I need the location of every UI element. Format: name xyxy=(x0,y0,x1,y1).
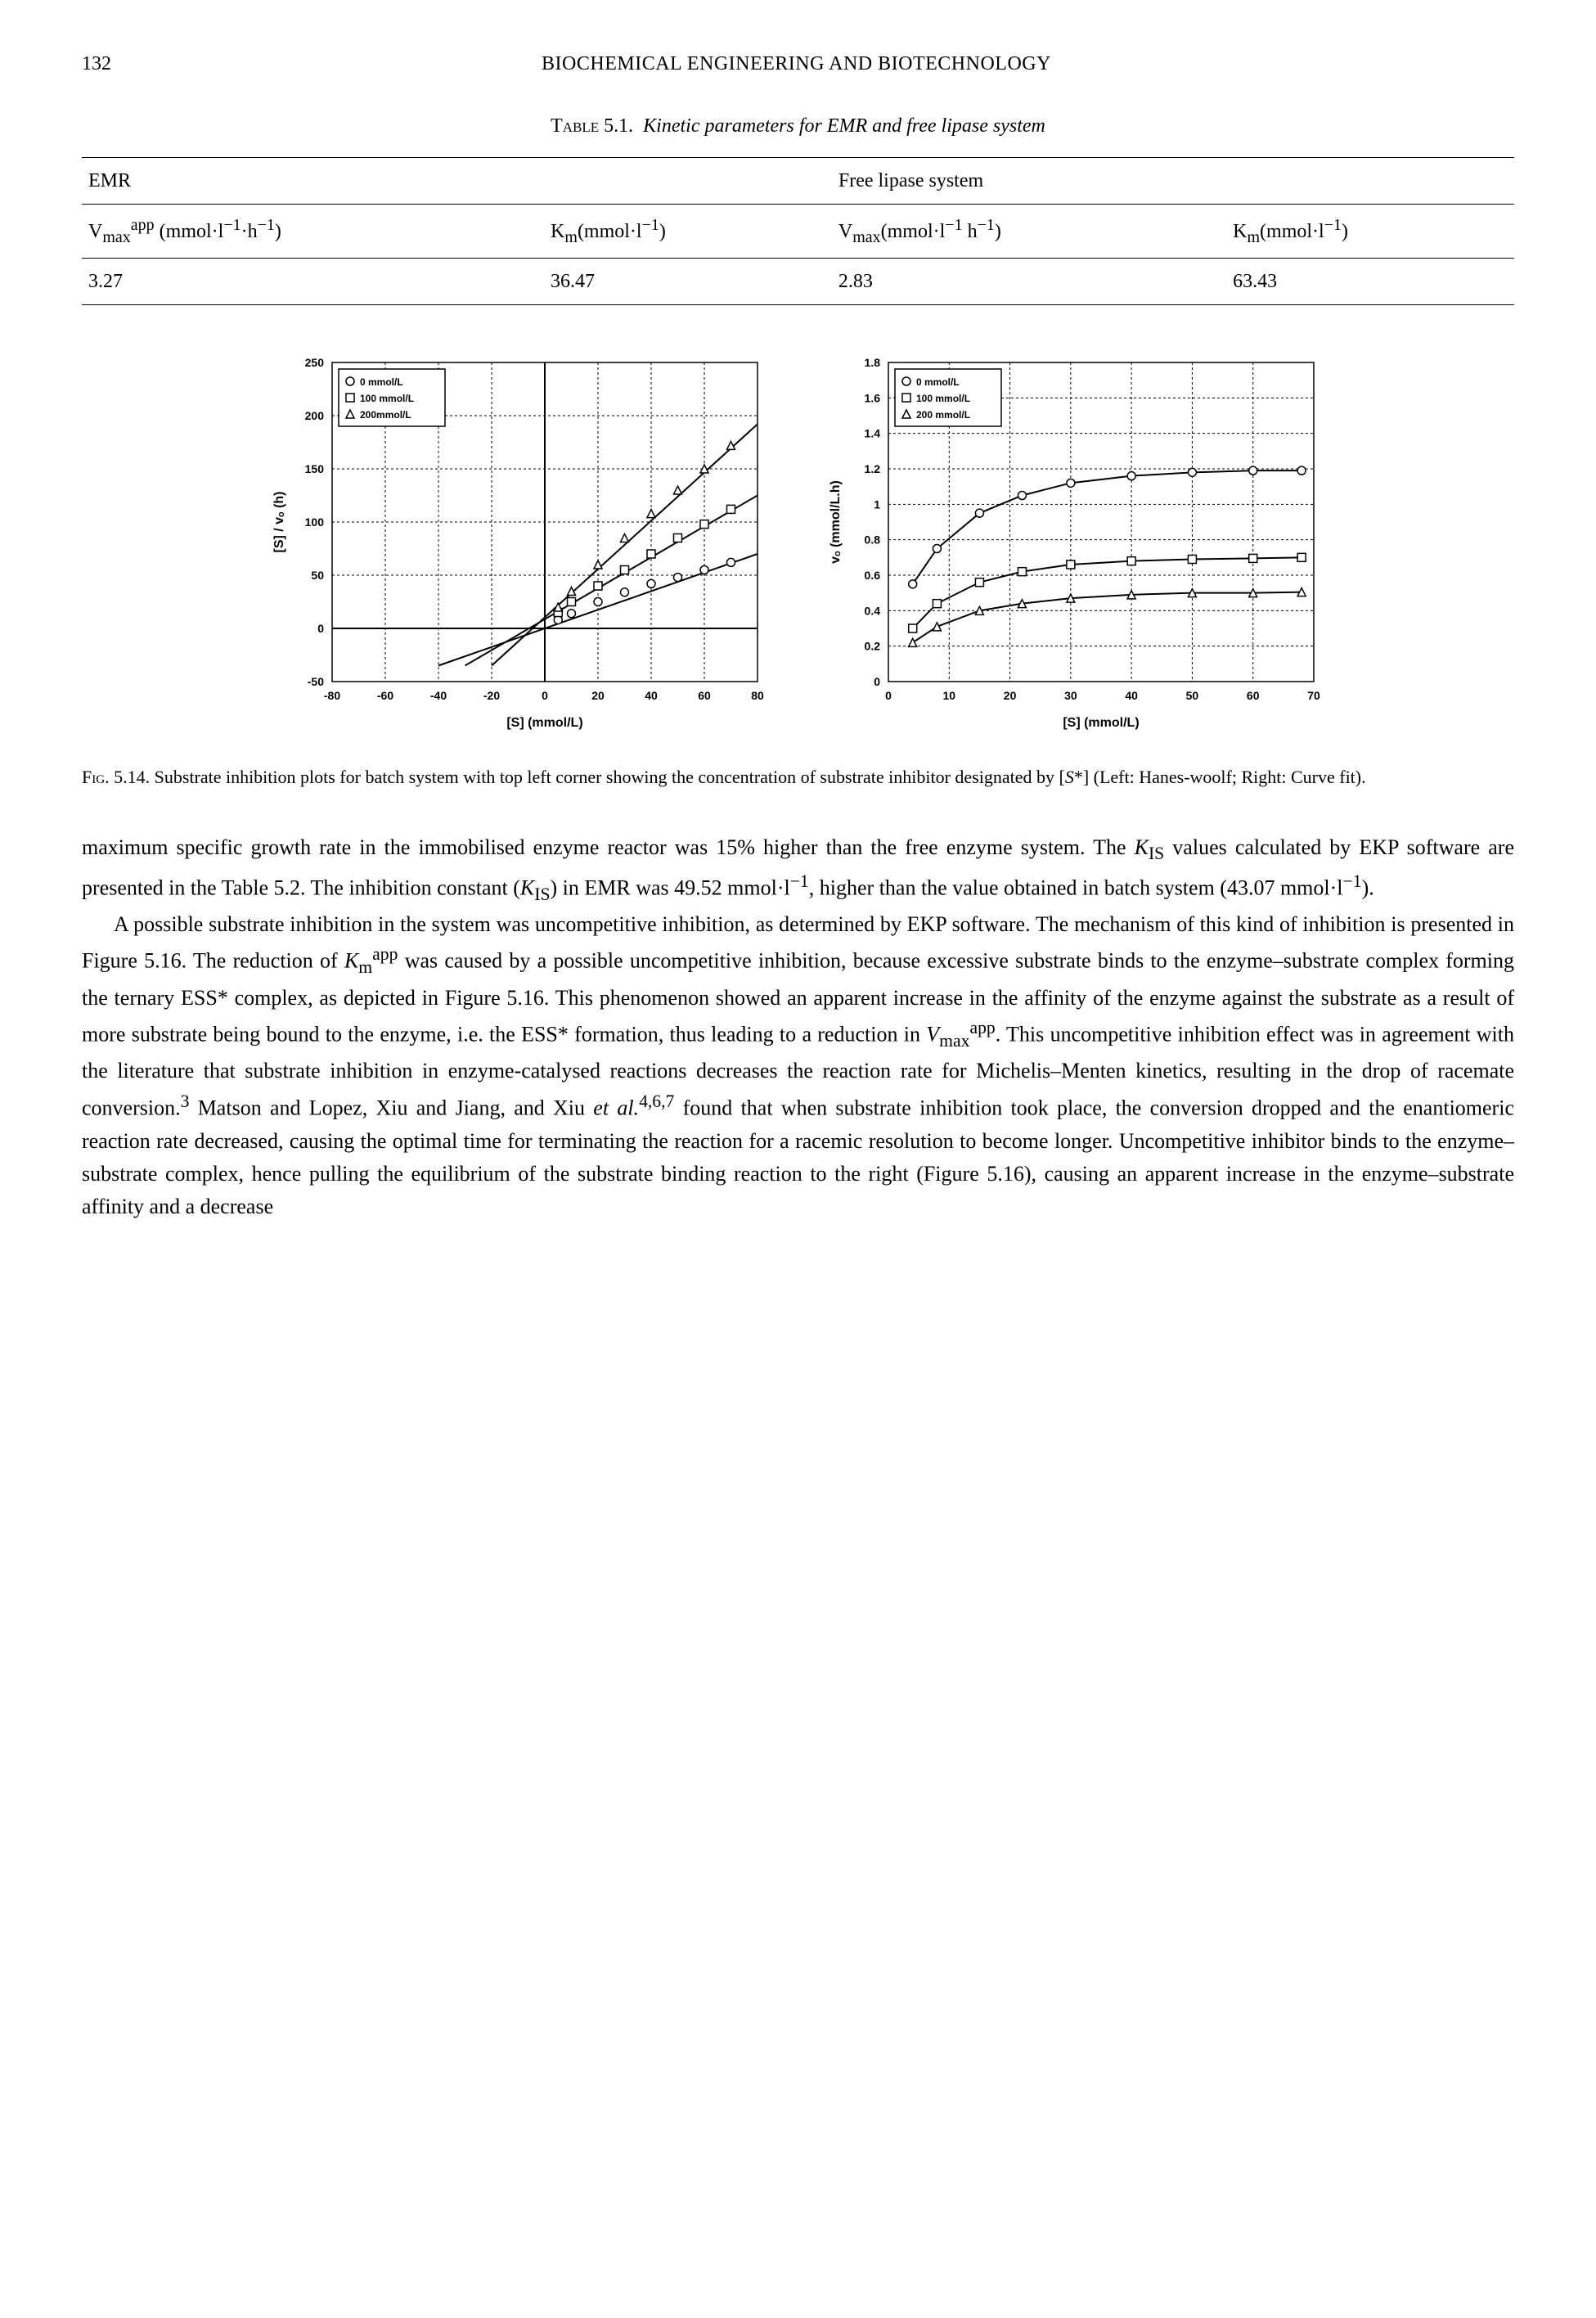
svg-text:vₒ (mmol/L.h): vₒ (mmol/L.h) xyxy=(829,480,843,564)
svg-text:-20: -20 xyxy=(483,689,499,702)
col-header-3: Km(mmol·l−1) xyxy=(1226,205,1514,259)
svg-text:40: 40 xyxy=(1125,689,1138,702)
svg-text:70: 70 xyxy=(1307,689,1320,702)
figure-caption: Fig. 5.14. Substrate inhibition plots fo… xyxy=(82,763,1514,790)
svg-text:250: 250 xyxy=(304,356,324,369)
svg-text:100: 100 xyxy=(304,515,324,529)
svg-text:0: 0 xyxy=(542,689,548,702)
svg-text:0: 0 xyxy=(317,622,324,635)
svg-text:0: 0 xyxy=(874,675,880,688)
table-cell: 63.43 xyxy=(1226,258,1514,304)
svg-text:1.4: 1.4 xyxy=(864,426,880,439)
svg-text:30: 30 xyxy=(1064,689,1077,702)
svg-text:[S] (mmol/L): [S] (mmol/L) xyxy=(1063,716,1139,730)
svg-text:50: 50 xyxy=(1185,689,1198,702)
paragraph: maximum specific growth rate in the immo… xyxy=(82,831,1514,908)
col-header-1: Km(mmol·l−1) xyxy=(544,205,832,259)
svg-text:200: 200 xyxy=(304,409,324,422)
svg-text:100 mmol/L: 100 mmol/L xyxy=(916,393,970,404)
svg-text:50: 50 xyxy=(311,569,324,582)
table-group-header-emr: EMR xyxy=(82,158,832,205)
col-header-2: Vmax(mmol·l−1 h−1) xyxy=(832,205,1226,259)
page-header: 132 BIOCHEMICAL ENGINEERING AND BIOTECHN… xyxy=(82,49,1514,79)
table-cell: 36.47 xyxy=(544,258,832,304)
svg-text:-60: -60 xyxy=(376,689,393,702)
svg-text:150: 150 xyxy=(304,462,324,475)
svg-text:0: 0 xyxy=(885,689,892,702)
svg-text:60: 60 xyxy=(698,689,711,702)
hanes-woolf-chart: -80 -60 -40 -20 0 20 40 60 80 -50 0 50 100 150 200 250 [… xyxy=(267,346,774,739)
col-header-0: Vmaxapp (mmol·l−1·h−1) xyxy=(82,205,544,259)
table-caption-prefix: Table 5.1. xyxy=(551,115,633,137)
svg-text:10: 10 xyxy=(942,689,955,702)
figure-row: -80-60-40-20020406080-50050100150200250[… xyxy=(82,346,1514,739)
svg-text:0.2: 0.2 xyxy=(864,639,880,652)
kinetic-parameters-table: EMR Free lipase system Vmaxapp (mmol·l−1… xyxy=(82,157,1514,305)
table-caption: Table 5.1. Kinetic parameters for EMR an… xyxy=(82,111,1514,141)
svg-text:-80: -80 xyxy=(323,689,339,702)
svg-text:[S] (mmol/L): [S] (mmol/L) xyxy=(506,716,582,730)
svg-text:80: 80 xyxy=(751,689,764,702)
svg-text:60: 60 xyxy=(1246,689,1259,702)
svg-text:20: 20 xyxy=(591,689,605,702)
svg-text:0.6: 0.6 xyxy=(864,569,880,582)
curve-fit-chart: 0 10 20 30 40 50 60 70 0 0.2 0.4 0.6 0.8 1 1.2 1.4 1.6 1.… xyxy=(823,346,1330,739)
svg-text:0.4: 0.4 xyxy=(864,604,880,617)
svg-text:20: 20 xyxy=(1003,689,1016,702)
table-cell: 2.83 xyxy=(832,258,1226,304)
svg-text:0 mmol/L: 0 mmol/L xyxy=(360,376,403,388)
svg-text:100 mmol/L: 100 mmol/L xyxy=(360,393,414,404)
page-number: 132 xyxy=(82,49,111,79)
paragraph: A possible substrate inhibition in the s… xyxy=(82,908,1514,1224)
body-text: maximum specific growth rate in the immo… xyxy=(82,831,1514,1224)
svg-text:200 mmol/L: 200 mmol/L xyxy=(916,409,970,421)
table-caption-text: Kinetic parameters for EMR and free lipa… xyxy=(643,115,1045,137)
svg-text:-40: -40 xyxy=(429,689,446,702)
svg-text:0.8: 0.8 xyxy=(864,533,880,546)
table-group-header-free: Free lipase system xyxy=(832,158,1514,205)
running-title: BIOCHEMICAL ENGINEERING AND BIOTECHNOLOG… xyxy=(111,49,1481,79)
svg-text:-50: -50 xyxy=(307,675,323,688)
svg-text:200mmol/L: 200mmol/L xyxy=(360,409,411,421)
svg-text:[S] / vₒ (h): [S] / vₒ (h) xyxy=(272,491,286,552)
table-cell: 3.27 xyxy=(82,258,544,304)
svg-text:1: 1 xyxy=(874,497,880,511)
svg-text:1.2: 1.2 xyxy=(864,462,880,475)
svg-text:1.8: 1.8 xyxy=(864,356,880,369)
svg-text:1.6: 1.6 xyxy=(864,391,880,404)
svg-text:40: 40 xyxy=(645,689,658,702)
svg-text:0 mmol/L: 0 mmol/L xyxy=(916,376,960,388)
